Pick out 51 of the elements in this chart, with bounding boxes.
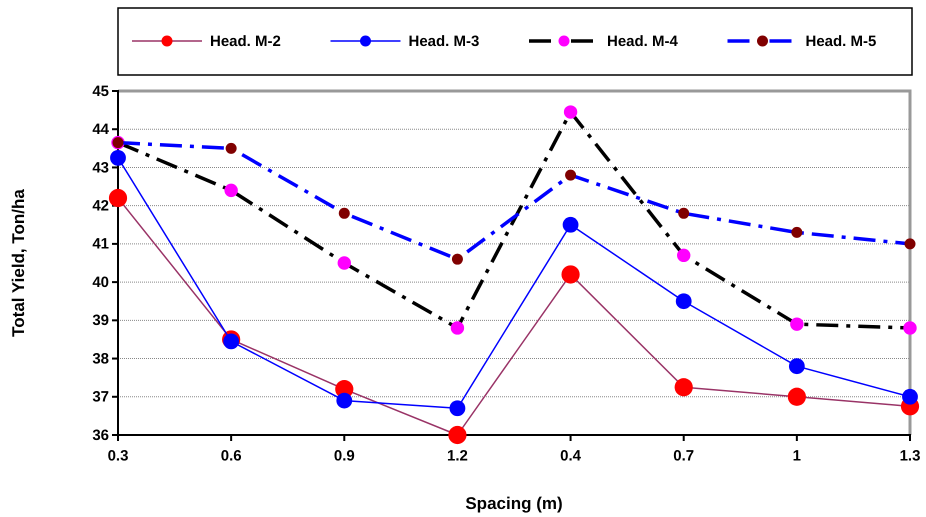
point [338, 256, 351, 270]
legend-label: Head. M-3 [408, 33, 480, 50]
point [565, 170, 576, 181]
point [790, 317, 804, 331]
x-tick-label: 0.7 [673, 448, 694, 464]
point [788, 358, 805, 374]
point [336, 392, 352, 408]
y-tick-label: 43 [92, 159, 109, 176]
x-tick-label: 1.2 [447, 448, 468, 464]
legend-label: Head. M-2 [210, 33, 281, 50]
point [108, 188, 128, 208]
y-axis-title: Total Yield, Ton/ha [9, 188, 28, 337]
x-tick-label: 0.9 [334, 448, 355, 464]
point [452, 254, 463, 265]
legend-label: Head. M-4 [607, 33, 679, 50]
y-tick-label: 39 [92, 312, 109, 330]
point [678, 208, 690, 219]
y-tick-label: 42 [92, 197, 109, 214]
point [904, 238, 916, 250]
x-tick-label: 1.3 [900, 448, 920, 464]
point [674, 378, 693, 396]
y-tick-label: 38 [92, 350, 109, 368]
x-tick-label: 0.6 [220, 448, 242, 464]
y-tick-label: 45 [92, 82, 109, 100]
point [338, 208, 350, 219]
point [450, 321, 464, 335]
point [677, 248, 690, 262]
x-tick-label: 0.3 [108, 448, 128, 464]
point [564, 105, 578, 119]
point [110, 150, 126, 166]
point [223, 333, 240, 350]
y-tick-label: 36 [92, 426, 109, 444]
point [224, 184, 238, 198]
point [450, 400, 466, 416]
y-tick-label: 41 [92, 236, 109, 253]
x-axis-title: Spacing (m) [465, 494, 563, 513]
y-tick-label: 40 [92, 274, 109, 291]
point [788, 388, 806, 406]
x-tick-label: 1 [792, 448, 802, 464]
y-tick-label: 44 [92, 121, 110, 138]
point [676, 293, 692, 310]
point [448, 426, 467, 444]
point [903, 321, 917, 335]
y-tick-label: 37 [92, 388, 109, 406]
point [902, 388, 918, 405]
legend-label: Head. M-5 [806, 33, 876, 50]
point [226, 142, 237, 154]
point [791, 226, 802, 238]
x-tick-label: 0.4 [560, 448, 582, 464]
point [562, 216, 578, 233]
point [561, 265, 580, 284]
